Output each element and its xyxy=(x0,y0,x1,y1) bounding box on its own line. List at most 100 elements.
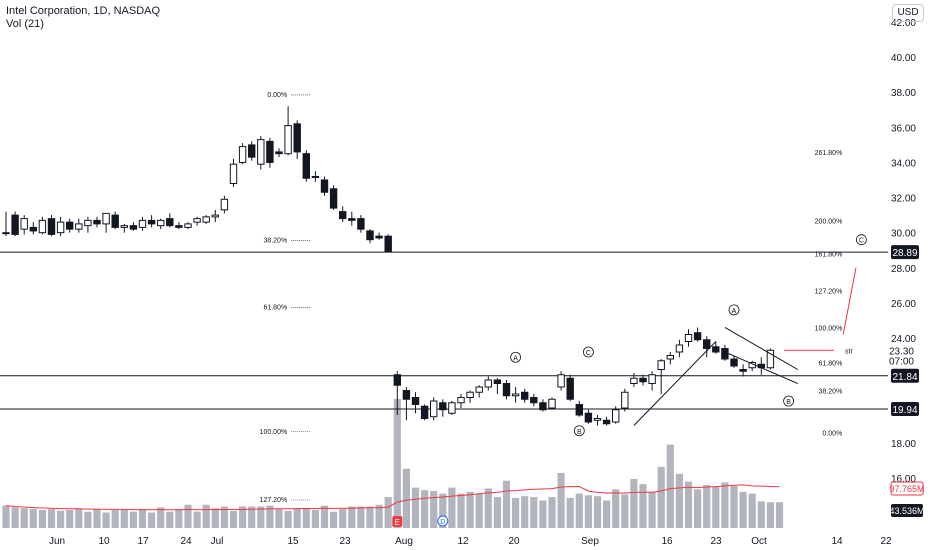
volume-bar xyxy=(239,506,247,528)
volume-bar xyxy=(603,500,611,528)
volume-bar xyxy=(393,399,401,528)
volume-bar xyxy=(721,482,729,528)
volume-bar xyxy=(521,496,529,528)
wave-label-circle xyxy=(783,395,794,407)
volume-bar xyxy=(20,508,28,528)
candle-body xyxy=(539,402,547,411)
candle-body xyxy=(475,386,483,393)
fib-level-label: 127.20% xyxy=(260,497,288,504)
candle-body xyxy=(457,397,465,404)
fib-level-label: 38.20% xyxy=(263,238,287,245)
candle-body xyxy=(675,344,684,353)
candle-body xyxy=(229,163,238,185)
volume-bar xyxy=(38,509,46,528)
candle-body xyxy=(448,402,456,414)
candle-body xyxy=(2,232,10,235)
volume-bar xyxy=(593,496,602,528)
candle-body xyxy=(420,405,429,419)
volume-bar xyxy=(11,507,19,528)
volume-bar xyxy=(339,509,347,528)
volume-bar xyxy=(684,481,693,528)
volume-bar xyxy=(166,511,174,528)
volume-bar xyxy=(220,506,228,528)
volume-bar xyxy=(248,506,256,528)
volume-bar xyxy=(311,509,319,528)
volume-bar xyxy=(193,511,201,528)
price-tick-label: 34.00 xyxy=(891,158,916,169)
candle-body xyxy=(657,360,665,370)
volume-bar xyxy=(330,511,338,528)
trendline xyxy=(724,327,798,370)
volume-bar xyxy=(302,508,310,528)
candle-body xyxy=(493,379,502,384)
volume-bar xyxy=(266,505,274,528)
volume-last-tag xyxy=(891,504,923,517)
wave-label-circle xyxy=(510,351,521,363)
candle-body xyxy=(393,374,402,386)
candle-body xyxy=(11,214,19,235)
volume-bar xyxy=(703,485,711,528)
candle-body xyxy=(502,383,511,397)
price-level-tag xyxy=(891,402,919,417)
candle-body xyxy=(175,225,183,228)
volume-bar xyxy=(129,511,137,528)
volume-bar xyxy=(57,510,65,528)
candle-body xyxy=(66,221,74,230)
candle-body xyxy=(402,390,411,400)
volume-bar xyxy=(357,506,365,528)
volume-bar xyxy=(484,488,492,528)
volume-bar xyxy=(475,493,483,528)
volume-bar xyxy=(639,484,647,528)
candle-body xyxy=(266,140,274,163)
fib-level-label: 261.80% xyxy=(815,150,843,157)
wave-label-text: B xyxy=(577,429,582,436)
fib-level-label: 0.00% xyxy=(822,431,842,438)
volume-average-line xyxy=(5,484,780,511)
price-tick-label: 30.00 xyxy=(891,229,916,240)
candle-body xyxy=(612,409,620,423)
volume-bar xyxy=(275,509,283,528)
volume-bar xyxy=(421,490,429,528)
earnings-event-marker xyxy=(392,516,403,527)
candle-body xyxy=(20,218,28,230)
time-tick-label: Sep xyxy=(581,536,599,547)
volume-bar xyxy=(402,468,410,528)
stop-label: str xyxy=(845,348,853,355)
fib-level-label: 0.00% xyxy=(267,92,287,99)
volume-bar xyxy=(293,508,301,528)
time-tick-label: 22 xyxy=(880,536,892,547)
price-level-tag xyxy=(891,245,919,260)
currency-button[interactable]: USD xyxy=(892,4,924,22)
earnings-event-label: E xyxy=(395,518,400,527)
candle-body xyxy=(703,339,711,349)
candle-body xyxy=(111,214,119,228)
candle-body xyxy=(238,146,247,163)
volume-bar xyxy=(430,491,438,528)
volume-bar xyxy=(439,493,447,528)
volume-bar xyxy=(320,505,329,528)
time-tick-label: 23 xyxy=(710,536,722,547)
candle-body xyxy=(521,391,529,400)
price-tick-label: 40.00 xyxy=(891,53,916,64)
wave-label-text: B xyxy=(786,399,791,406)
volume-bar xyxy=(548,497,556,528)
candle-body xyxy=(166,218,174,227)
volume-bar xyxy=(257,506,265,528)
candle-body xyxy=(630,377,638,384)
volume-bar xyxy=(138,509,147,528)
candle-body xyxy=(557,374,565,388)
volume-bar xyxy=(512,497,520,528)
price-level-tag-text: 28.89 xyxy=(892,248,917,259)
volume-bar xyxy=(775,502,784,528)
time-tick-label: Aug xyxy=(395,536,413,547)
candle-body xyxy=(157,219,165,227)
candle-body xyxy=(320,179,329,193)
volume-bar xyxy=(657,466,665,528)
volume-bar xyxy=(557,472,565,528)
volume-bar xyxy=(111,509,119,528)
volume-bar xyxy=(384,497,392,528)
fib-level-label: 100.00% xyxy=(815,325,843,332)
candle-body xyxy=(75,223,83,230)
candle-body xyxy=(147,219,156,225)
